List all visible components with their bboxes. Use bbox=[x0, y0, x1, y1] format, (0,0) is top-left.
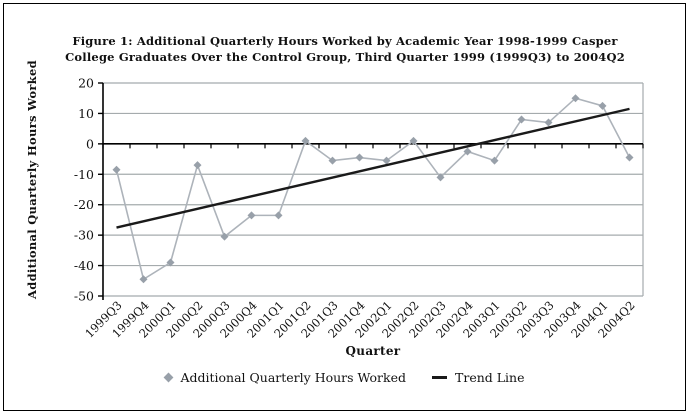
data-point-marker bbox=[328, 156, 337, 165]
data-point-marker bbox=[436, 173, 445, 182]
legend: Additional Quarterly Hours Worked Trend … bbox=[0, 370, 690, 385]
legend-item-series: Additional Quarterly Hours Worked bbox=[164, 370, 407, 385]
data-point-marker bbox=[166, 258, 175, 267]
x-axis-zero-line bbox=[102, 143, 644, 149]
y-tick-label: -50 bbox=[74, 289, 94, 304]
legend-series-label: Additional Quarterly Hours Worked bbox=[180, 370, 407, 385]
gridlines bbox=[103, 82, 644, 297]
data-point-marker bbox=[463, 147, 472, 156]
chart-title: Figure 1: Additional Quarterly Hours Wor… bbox=[0, 33, 690, 65]
y-tick-label: 0 bbox=[86, 136, 94, 151]
data-point-marker bbox=[571, 94, 580, 103]
y-tick-label: 20 bbox=[78, 76, 94, 91]
data-point-marker bbox=[301, 136, 310, 145]
x-axis-title: Quarter bbox=[345, 344, 401, 358]
data-point-marker bbox=[409, 136, 418, 145]
trend-line-icon bbox=[432, 376, 448, 379]
chart-title-line2: College Graduates Over the Control Group… bbox=[65, 50, 625, 64]
data-point-marker bbox=[625, 153, 634, 162]
data-point-marker bbox=[598, 101, 607, 110]
y-tick-label: -30 bbox=[74, 228, 94, 243]
data-point-marker bbox=[544, 118, 553, 127]
data-point-marker bbox=[355, 153, 364, 162]
series-markers bbox=[112, 94, 634, 284]
legend-trend-label: Trend Line bbox=[455, 370, 525, 385]
data-point-marker bbox=[139, 275, 148, 284]
y-axis: 20 10 0 -10 -20 -30 -40 -50 bbox=[74, 76, 104, 304]
x-tick-labels: 1999Q31999Q42000Q12000Q22000Q32000Q42001… bbox=[82, 298, 637, 340]
data-point-marker bbox=[193, 161, 202, 170]
y-tick-label: -40 bbox=[74, 258, 94, 273]
data-point-marker bbox=[382, 156, 391, 165]
diamond-marker-icon bbox=[164, 372, 174, 383]
y-tick-label: 10 bbox=[78, 106, 94, 121]
chart-plot: 20 10 0 -10 -20 -30 -40 -501999Q31999Q42000Q120… bbox=[74, 76, 644, 341]
y-tick-label: -20 bbox=[74, 197, 94, 212]
data-point-marker bbox=[220, 232, 229, 241]
data-point-marker bbox=[247, 211, 256, 220]
trend-line bbox=[116, 107, 630, 229]
chart-title-line1: Figure 1: Additional Quarterly Hours Wor… bbox=[72, 34, 618, 48]
data-point-marker bbox=[517, 115, 526, 124]
y-tick-label: -10 bbox=[74, 167, 94, 182]
series-line bbox=[115, 97, 631, 281]
data-point-marker bbox=[490, 156, 499, 165]
legend-item-trend: Trend Line bbox=[432, 370, 525, 385]
data-point-marker bbox=[274, 211, 283, 220]
data-point-marker bbox=[112, 165, 121, 174]
